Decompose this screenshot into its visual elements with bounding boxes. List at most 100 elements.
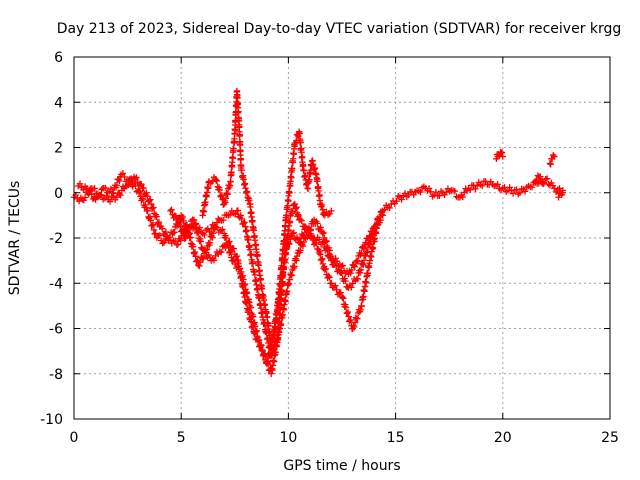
data-point — [227, 248, 234, 255]
data-point — [197, 238, 205, 245]
data-point — [238, 215, 245, 223]
data-point — [197, 259, 204, 266]
data-point — [230, 256, 238, 263]
data-point — [255, 262, 262, 269]
series-arc-3 — [199, 87, 335, 351]
data-point — [279, 246, 287, 254]
data-point — [333, 286, 340, 293]
data-point — [310, 160, 317, 168]
x-tick-label: 15 — [387, 430, 405, 446]
data-point — [358, 250, 365, 257]
data-point — [213, 177, 221, 185]
x-tick-label: 25 — [601, 430, 619, 446]
data-point — [220, 216, 227, 224]
data-point — [531, 178, 539, 185]
data-point — [198, 229, 205, 236]
data-point — [177, 223, 184, 230]
data-point — [368, 253, 375, 261]
data-point — [313, 239, 320, 247]
data-point — [240, 220, 247, 227]
data-point — [333, 257, 341, 265]
data-point — [432, 188, 440, 196]
data-point — [304, 233, 311, 241]
data-point — [282, 223, 289, 230]
data-point — [326, 274, 333, 281]
data-point — [171, 229, 178, 236]
data-point — [451, 187, 458, 195]
y-tick-label: -8 — [49, 367, 63, 383]
data-point — [186, 230, 193, 237]
data-point — [459, 193, 466, 201]
data-point — [258, 342, 265, 349]
y-tick-label: 0 — [54, 186, 63, 202]
data-point — [251, 323, 259, 330]
data-point — [559, 187, 567, 194]
data-point — [191, 248, 199, 256]
data-point — [259, 346, 266, 354]
data-point — [284, 202, 291, 209]
data-point — [332, 282, 339, 289]
data-point — [174, 241, 182, 248]
data-point — [358, 302, 365, 310]
data-point — [218, 248, 225, 256]
data-point — [296, 130, 303, 137]
data-point — [210, 257, 218, 264]
data-point — [243, 227, 250, 234]
data-point — [261, 320, 268, 327]
data-point — [234, 207, 242, 214]
data-point — [353, 257, 361, 264]
data-point — [275, 329, 283, 336]
data-point — [272, 316, 279, 323]
data-point — [381, 206, 388, 213]
data-point — [547, 161, 554, 168]
data-point — [126, 178, 133, 185]
data-point — [138, 181, 145, 188]
data-point — [113, 194, 121, 201]
data-point — [342, 277, 349, 285]
data-point — [201, 231, 208, 239]
data-point — [189, 225, 197, 232]
data-point — [357, 266, 365, 274]
data-point — [121, 173, 128, 181]
data-point — [230, 245, 237, 252]
data-point — [276, 281, 284, 289]
data-point — [300, 238, 308, 246]
data-point — [219, 243, 226, 250]
data-point — [321, 266, 329, 273]
data-point — [119, 170, 127, 177]
data-point — [248, 250, 255, 258]
data-point — [243, 289, 251, 297]
y-tick-label: -4 — [49, 276, 63, 292]
data-point — [378, 211, 385, 218]
data-point — [338, 263, 345, 270]
y-tick-label: 2 — [54, 141, 63, 157]
data-point — [81, 194, 89, 201]
data-point — [290, 229, 297, 236]
data-point — [345, 313, 352, 320]
data-point — [240, 176, 247, 183]
data-point — [180, 217, 187, 225]
data-point — [442, 189, 450, 196]
data-point — [342, 304, 350, 311]
data-point — [80, 186, 87, 194]
x-tick-label: 5 — [177, 430, 186, 446]
data-point — [288, 174, 295, 181]
data-point — [377, 216, 384, 224]
data-point — [255, 337, 263, 344]
data-point — [290, 151, 298, 158]
data-point — [249, 313, 257, 320]
data-point — [147, 196, 154, 203]
data-point — [87, 187, 94, 194]
data-point — [249, 260, 257, 267]
data-point — [417, 188, 424, 196]
data-point — [354, 258, 362, 265]
data-point — [354, 275, 361, 283]
data-point — [543, 175, 551, 182]
data-point — [326, 247, 333, 254]
data-point — [351, 263, 359, 270]
data-point — [362, 279, 370, 286]
data-point — [357, 306, 364, 313]
data-point — [132, 182, 139, 190]
data-point — [286, 276, 293, 283]
data-point — [243, 188, 251, 195]
